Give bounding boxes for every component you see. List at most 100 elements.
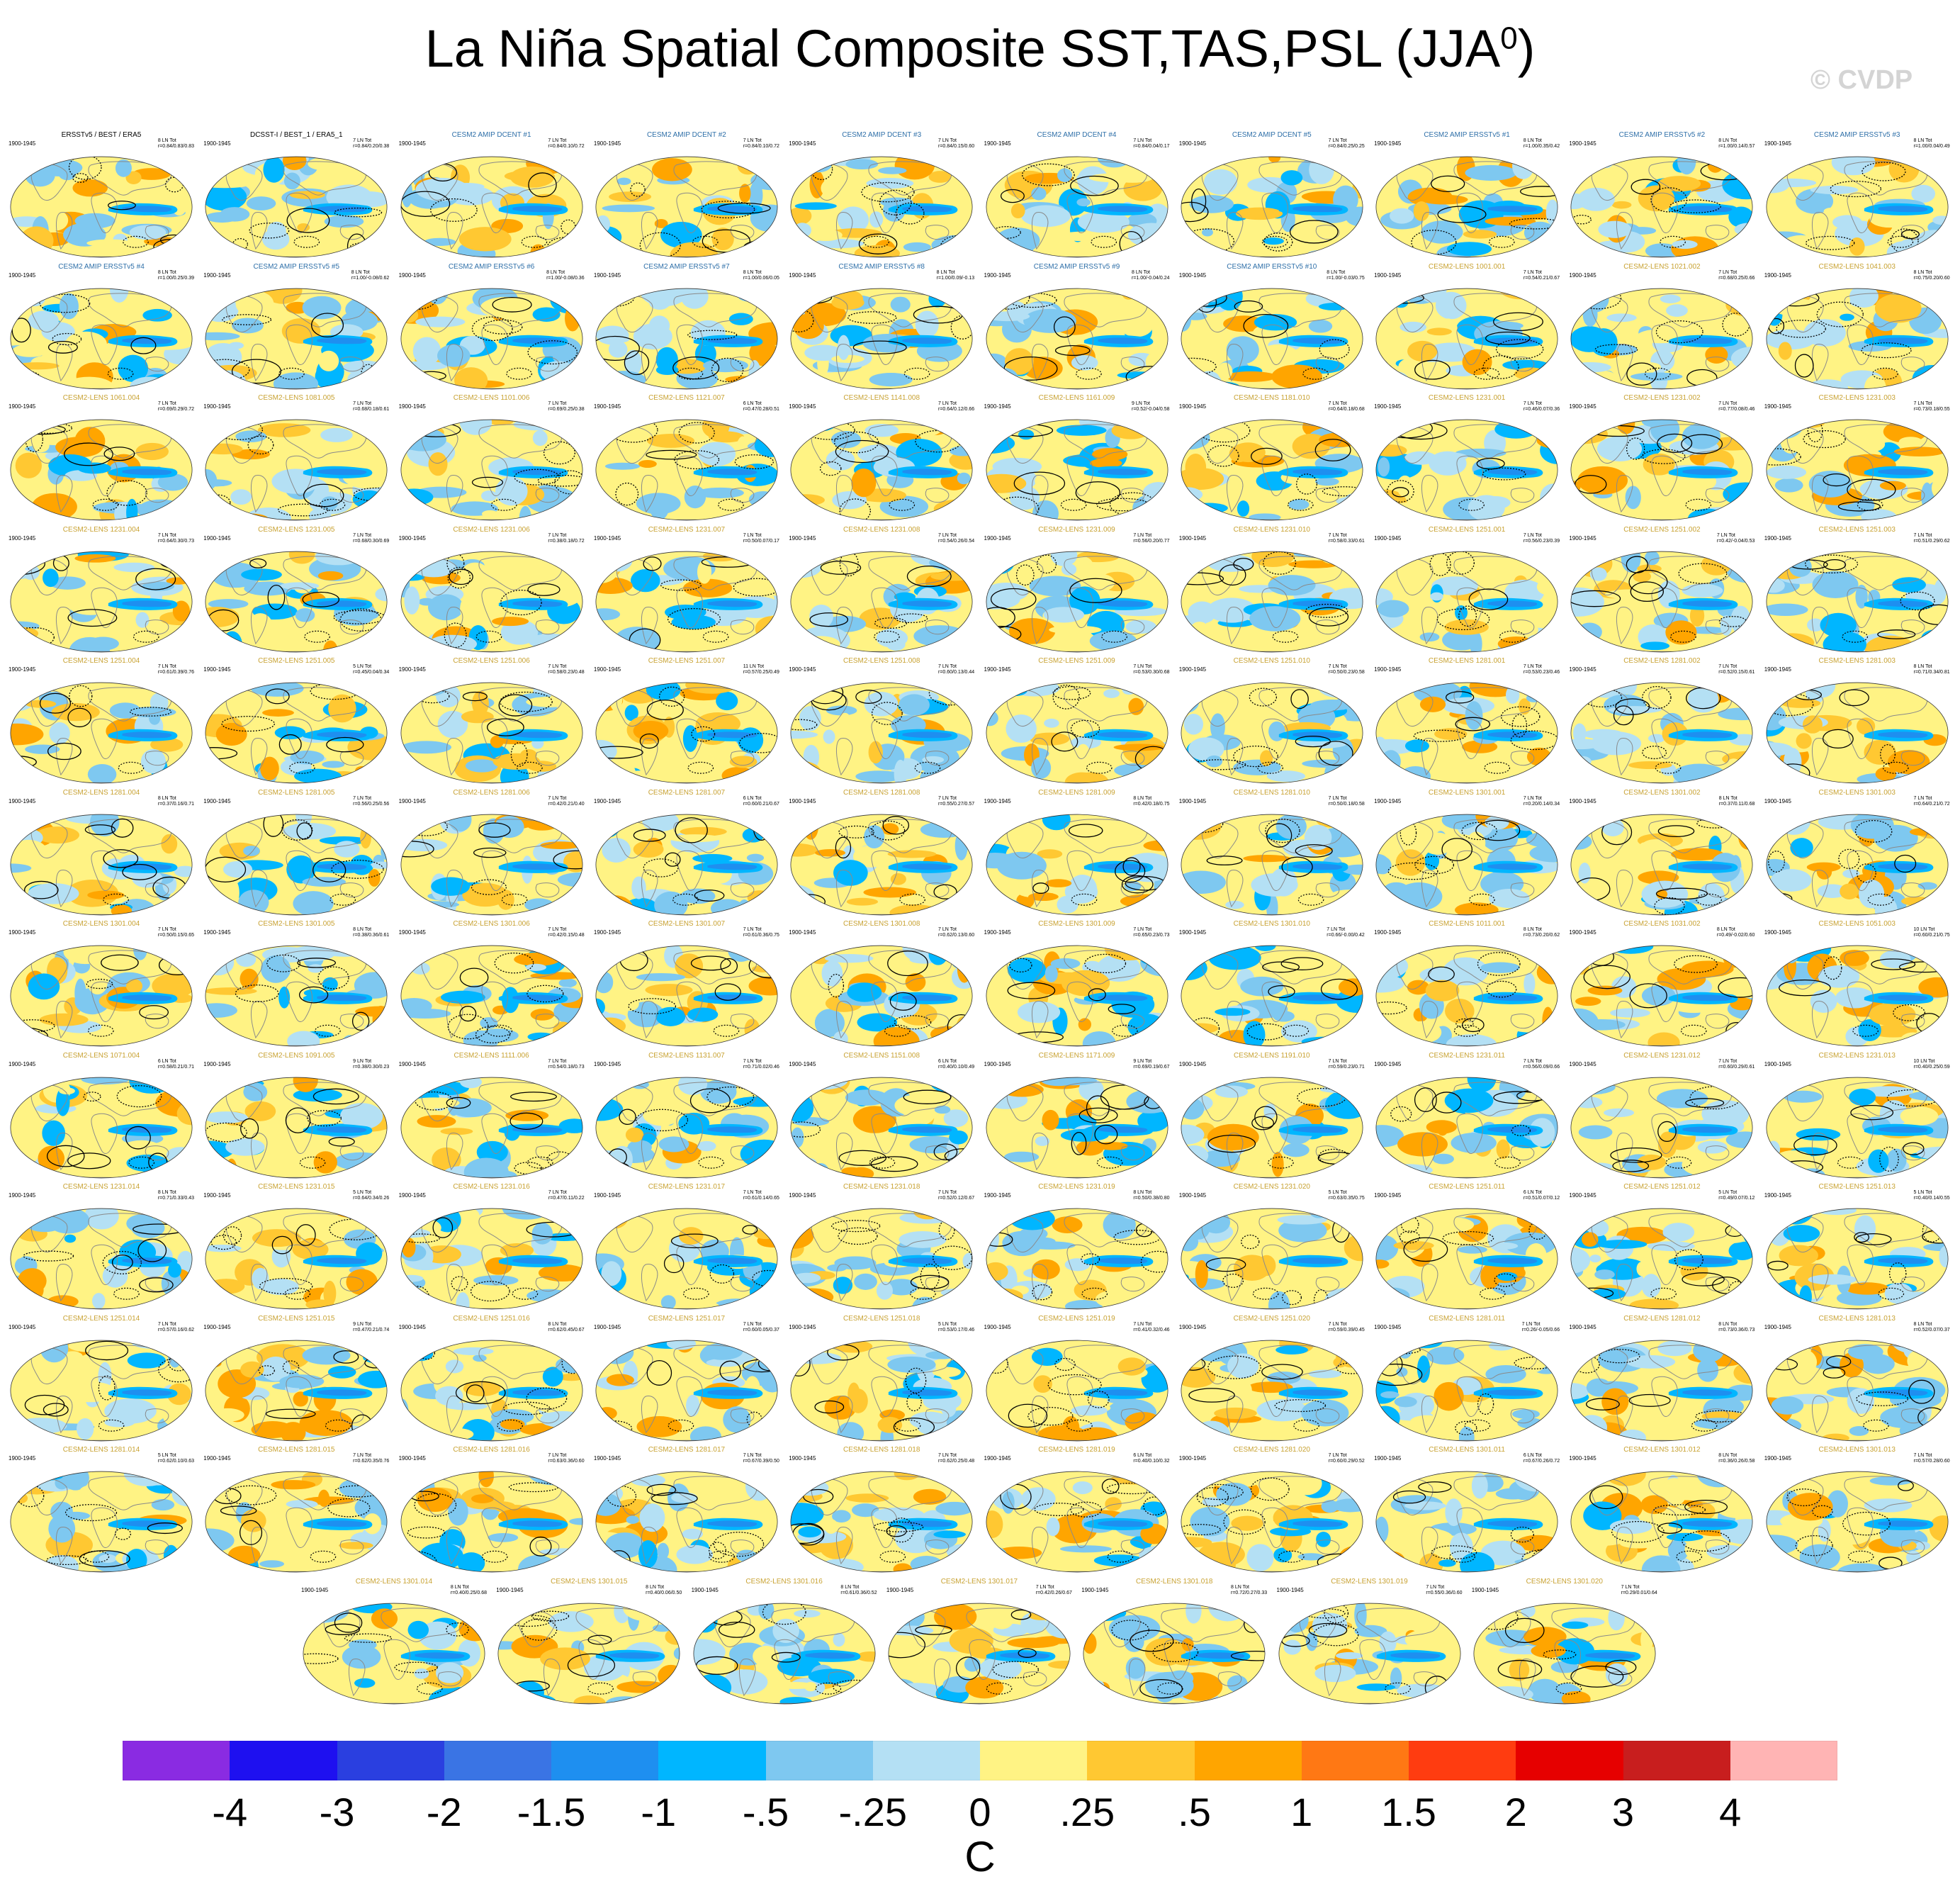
anomaly-patch [1029,732,1069,746]
psl-contour [103,848,139,868]
psl-contour [933,884,957,899]
anomaly-patch [1766,1422,1791,1440]
continent-outline [616,821,653,858]
anomaly-patch [235,513,269,520]
psl-contour [1007,982,1055,999]
anomaly-patch [1790,837,1813,858]
panel-pattern-correlation: r=0.84/0.04/0.17 [1133,144,1170,149]
panel-pattern-correlation: r=0.20/0.14/0.34 [1523,801,1560,807]
panel-stats: 7 LN Tot r=0.61/0.36/0.75 [743,927,779,938]
panel-stats: 7 LN Tot r=0.20/0.14/0.34 [1523,796,1560,807]
continent-outline [1592,1215,1628,1253]
anomaly-patch [1259,750,1273,767]
psl-contour [1477,1393,1494,1415]
continent-outline [641,869,658,907]
anomaly-patch [940,1293,965,1309]
anomaly-patch [1536,433,1558,449]
anomaly-patch [25,1213,64,1233]
panel-title: CESM2-LENS 1251.005 [258,657,335,665]
map-panel: CESM2-LENS 1231.002 1900-1945 7 LN Tot r=0.… [1567,394,1756,527]
anomaly-patch [77,1418,94,1440]
continent-outline [811,1215,848,1253]
continent-outline [55,1132,73,1170]
panel-years: 1900-1945 [203,666,231,673]
anomaly-patch [894,157,935,180]
anomaly-patch [400,1009,451,1019]
anomaly-patch [453,1347,494,1355]
anomaly-patch [404,585,419,615]
anomaly-patch [605,1340,628,1354]
anomaly-patch [733,1096,777,1107]
panel-years: 1900-1945 [593,534,621,542]
anomaly-patch [815,1009,845,1038]
anomaly-patch [400,488,434,506]
continent-outline [1201,952,1239,990]
anomaly-patch [1886,1148,1907,1172]
anomaly-patch [1812,571,1859,598]
anomaly-patch [167,1341,183,1367]
anomaly-patch [1850,814,1894,839]
anomaly-patch [372,164,388,179]
panel-years: 1900-1945 [789,1060,816,1067]
anomaly-patch [271,1245,291,1268]
psl-contour [118,761,145,774]
psl-contour [1612,1159,1650,1172]
anomaly-patch [1451,1132,1497,1153]
psl-contour [863,235,890,248]
map-outline [400,1340,583,1441]
psl-contour [462,691,488,702]
panel-event-count: 7 LN Tot [548,1190,567,1195]
panel-years: 1900-1945 [1569,534,1596,542]
panel-pattern-correlation: r=0.56/0.23/0.39 [1523,538,1560,544]
map-svg [595,945,778,1047]
continent-outline [1226,869,1244,907]
psl-contour [1218,563,1246,585]
psl-contour [628,998,676,1014]
anomaly-patch [1003,1151,1039,1162]
continent-outline [1226,1001,1244,1039]
continent-outline [1006,295,1043,332]
cold-tongue-core [1098,206,1147,213]
psl-contour [299,986,329,1004]
map-outline [595,814,778,915]
panel-stats: 8 LN Tot r=0.73/0.20/0.62 [1523,927,1560,938]
panel-event-count: 7 LN Tot [1718,269,1737,275]
continent-outline [1786,821,1824,858]
anomaly-patch [1708,157,1723,173]
psl-contour [249,223,290,239]
panel-years: 1900-1945 [9,1323,36,1330]
map-panel: CESM2-LENS 1301.004 1900-1945 7 LN Tot r=0.… [7,920,196,1053]
anomaly-patch [986,1159,1006,1172]
psl-contour [839,498,872,520]
panel-pattern-correlation: r=0.62/0.13/0.60 [938,933,975,938]
map-outline [400,288,583,389]
anomaly-patch [568,1077,581,1101]
anomaly-patch [1432,1153,1455,1165]
anomaly-patch [564,305,580,331]
psl-contour [1246,1023,1286,1040]
anomaly-patch [1798,1167,1825,1178]
panel-title: CESM2-LENS 1301.003 [1818,788,1896,797]
cold-tongue-core [1292,1257,1343,1264]
anomaly-patch [1408,1340,1443,1348]
panel-stats: 8 LN Tot r=1.00/0.04/0.49 [1914,138,1950,150]
psl-contour [1582,688,1623,707]
panel-pattern-correlation: r=0.54/0.21/0.67 [1523,275,1560,281]
map-svg [205,1208,388,1310]
anomaly-patch [1802,715,1823,734]
anomaly-patch [444,1402,488,1410]
continent-outline [1031,1264,1048,1302]
psl-contour [1414,856,1455,874]
continent-outline [55,212,73,250]
psl-contour [1431,175,1465,192]
panel-title: CESM2 AMIP DCENT #4 [1037,131,1117,139]
psl-contour [1867,893,1893,906]
cold-tongue-core [512,994,562,1002]
map-svg [1570,1340,1753,1441]
map-svg [10,682,193,784]
continent-outline [1456,981,1484,1022]
continent-outline [30,821,68,858]
anomaly-patch [1435,291,1467,319]
psl-contour [874,617,908,629]
anomaly-patch [1395,848,1426,876]
